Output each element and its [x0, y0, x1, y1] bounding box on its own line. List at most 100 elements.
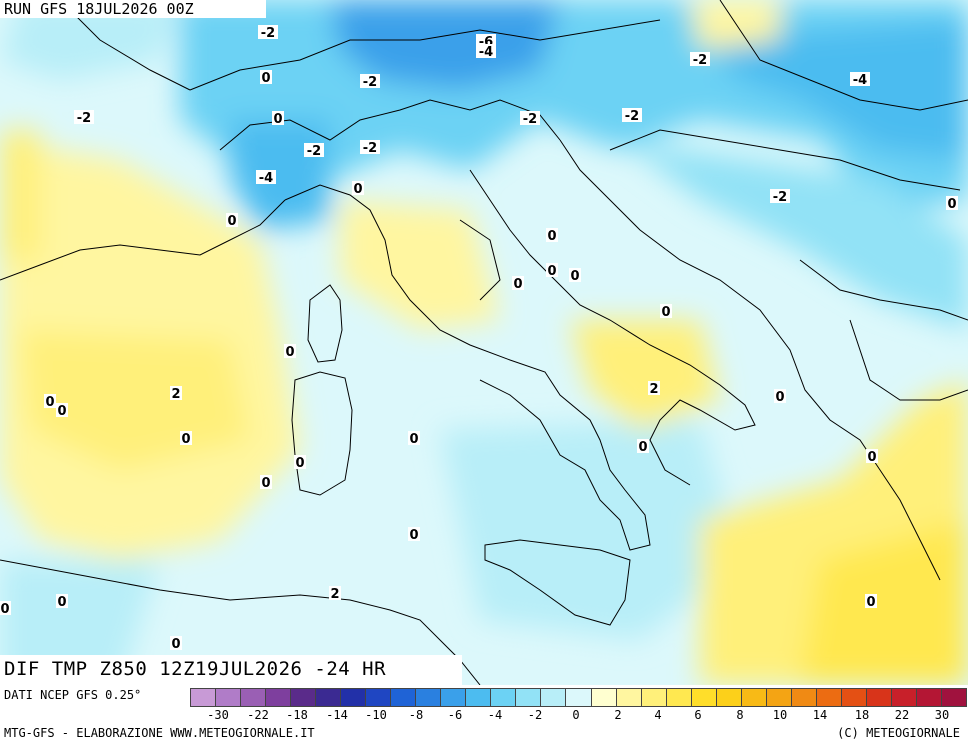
- scale-swatch: [365, 688, 392, 707]
- contour-label: 0: [409, 432, 418, 447]
- scale-swatch: [290, 688, 317, 707]
- contour-label: 0: [0, 602, 9, 617]
- contour-label-bg: [637, 439, 649, 453]
- contour-label-bg: [648, 381, 660, 395]
- scale-swatch: [815, 688, 842, 707]
- contour-label: 0: [57, 404, 66, 419]
- scale-swatch: [390, 688, 417, 707]
- contour-label-bg: [360, 74, 380, 88]
- contour-label-bg: [226, 213, 238, 227]
- scale-tick-label: 0: [572, 708, 580, 722]
- contour-label-bg: [256, 170, 276, 184]
- contour-label-bg: [690, 52, 710, 66]
- contour-label-bg: [304, 143, 324, 157]
- contour-label: -2: [363, 141, 377, 156]
- scale-swatch: [465, 688, 492, 707]
- scale-swatch: [565, 688, 592, 707]
- contour-label-bg: [866, 449, 878, 463]
- contour-label: 0: [273, 112, 282, 127]
- contour-label: 0: [295, 456, 304, 471]
- contour-label: 0: [353, 182, 362, 197]
- scale-swatch: [440, 688, 467, 707]
- scale-swatch: [690, 688, 717, 707]
- scale-swatch: [490, 688, 517, 707]
- contour-label: 0: [409, 528, 418, 543]
- scale-swatch: [415, 688, 442, 707]
- contour-label-bg: [865, 594, 877, 608]
- scale-swatch: [315, 688, 342, 707]
- temperature-anomaly-map: -2 0 -2 0 -2 -6 -4 -2 -2 0 -4 -2 -2 -2 -4 0 0 -2 0 0 0 0 0 0 2 2 0…: [0, 0, 968, 685]
- contour-label-bg: [56, 403, 68, 417]
- contour-label-bg: [512, 276, 524, 290]
- contour-label: 2: [649, 382, 658, 397]
- contour-label: -2: [693, 53, 707, 68]
- scale-tick-label: -10: [365, 708, 387, 722]
- scale-swatch: [240, 688, 267, 707]
- contour-label-bg: [260, 70, 272, 84]
- contour-label: 0: [171, 637, 180, 652]
- contour-label: -2: [625, 109, 639, 124]
- scale-swatch: [590, 688, 617, 707]
- scale-swatch: [740, 688, 767, 707]
- contour-label-bg: [258, 25, 278, 39]
- contour-label: 2: [330, 587, 339, 602]
- scale-swatch: [190, 688, 217, 707]
- contour-label-bg: [546, 228, 558, 242]
- scale-tick-label: 14: [812, 708, 828, 722]
- contour-label: 0: [285, 345, 294, 360]
- contour-label: -2: [261, 26, 275, 41]
- scale-tick-label: 10: [772, 708, 788, 722]
- footer-copyright: (C) METEOGIORNALE: [837, 726, 960, 740]
- footer: DATI NCEP GFS 0.25° -30 -22 -18 -14 -10 -8 -6-…: [0, 686, 968, 745]
- contour-label-bg: [408, 431, 420, 445]
- contour-label-bg: [352, 181, 364, 195]
- run-label: RUN GFS 18JUL2026 00Z: [0, 0, 266, 18]
- contour-label-bg: [850, 72, 870, 86]
- contour-label: -2: [307, 144, 321, 159]
- scale-tick-label: -4: [487, 708, 503, 722]
- scale-swatch: [665, 688, 692, 707]
- contour-label-bg: [660, 304, 672, 318]
- contour-label: -2: [77, 111, 91, 126]
- contour-label: 0: [775, 390, 784, 405]
- contour-label: 0: [261, 71, 270, 86]
- scale-swatch: [515, 688, 542, 707]
- contour-label-bg: [74, 110, 94, 124]
- scale-tick-label: 4: [654, 708, 662, 722]
- scale-swatch: [840, 688, 867, 707]
- contour-label: -2: [773, 190, 787, 205]
- scale-tick-label: -18: [286, 708, 308, 722]
- contour-label-bg: [774, 389, 786, 403]
- contour-label: 0: [547, 229, 556, 244]
- contour-label-bg: [170, 386, 182, 400]
- contour-label-bg: [272, 111, 284, 125]
- contour-label-bg: [260, 475, 272, 489]
- scale-tick-label: -2: [527, 708, 543, 722]
- contour-label-bg: [180, 431, 192, 445]
- scale-tick-label: 22: [894, 708, 910, 722]
- contour-label-bg: [569, 268, 581, 282]
- contour-label: 0: [866, 595, 875, 610]
- contour-label: 2: [171, 387, 180, 402]
- contour-label: 0: [867, 450, 876, 465]
- footer-credit: MTG-GFS - ELABORAZIONE WWW.METEOGIORNALE…: [4, 726, 315, 740]
- contour-label: 0: [513, 277, 522, 292]
- scale-tick-label: 8: [736, 708, 744, 722]
- scale-tick-label: 6: [694, 708, 702, 722]
- data-source: DATI NCEP GFS 0.25°: [4, 688, 142, 702]
- scale-swatch: [615, 688, 642, 707]
- scale-swatch: [790, 688, 817, 707]
- contour-label-bg: [0, 601, 11, 615]
- scale-swatch: [540, 688, 567, 707]
- contour-label-bg: [294, 455, 306, 469]
- contour-label-bg: [520, 111, 540, 125]
- scale-tick-label: 18: [854, 708, 870, 722]
- contour-label: -4: [853, 73, 867, 88]
- contour-label-bg: [476, 44, 496, 58]
- contour-label: 0: [57, 595, 66, 610]
- scale-swatch: [865, 688, 892, 707]
- scale-tick-label: 30: [934, 708, 950, 722]
- contour-label-bg: [56, 594, 68, 608]
- scale-swatch: [265, 688, 292, 707]
- scale-swatch: [940, 688, 967, 707]
